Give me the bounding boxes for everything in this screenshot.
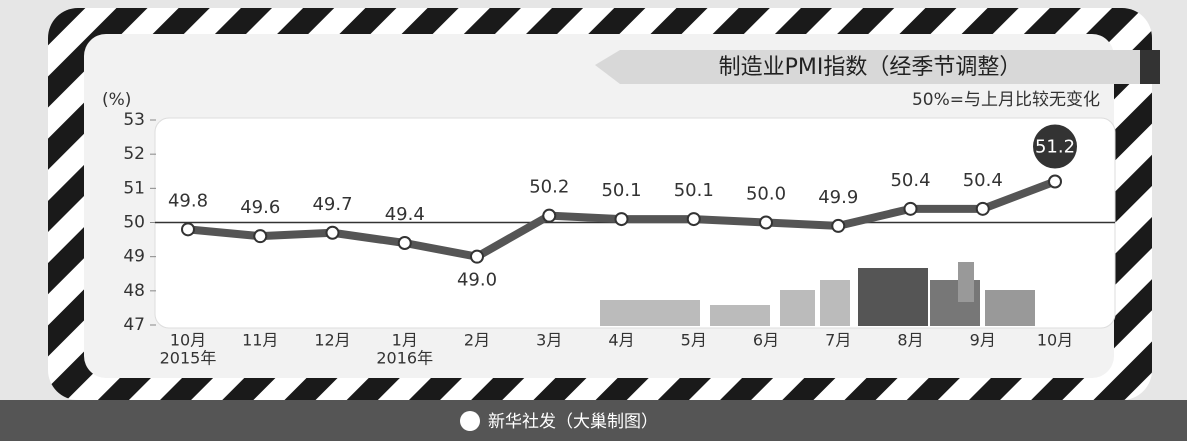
value-label: 50.1 bbox=[674, 180, 714, 201]
x-tick-label: 10月 bbox=[170, 331, 206, 350]
y-tick-label: 48 bbox=[123, 281, 145, 301]
point bbox=[614, 212, 629, 227]
point bbox=[759, 215, 773, 230]
value-label: 49.9 bbox=[818, 187, 858, 208]
factory-decoration bbox=[600, 262, 1035, 326]
footer: 新华社发（大巢制图） bbox=[488, 412, 658, 432]
value-label: 51.2 bbox=[1035, 137, 1075, 158]
title-banner bbox=[595, 50, 1160, 84]
point bbox=[903, 201, 918, 216]
value-label: 49.7 bbox=[312, 194, 352, 215]
point bbox=[470, 249, 484, 264]
y-axis-label: (%) bbox=[102, 90, 131, 110]
x-tick-label: 4月 bbox=[608, 331, 634, 350]
point bbox=[831, 218, 846, 233]
point bbox=[1048, 174, 1062, 189]
value-label: 50.4 bbox=[890, 170, 930, 191]
value-label: 50.1 bbox=[601, 180, 641, 201]
y-tick-label: 49 bbox=[123, 247, 145, 267]
chart-title: 制造业PMI指数（经季节调整） bbox=[719, 55, 1022, 80]
x-tick-label: 2月 bbox=[464, 331, 490, 350]
value-label: 50.0 bbox=[746, 184, 786, 205]
x-tick-label: 10月 bbox=[1037, 331, 1073, 350]
logo bbox=[460, 411, 480, 431]
banner-edge bbox=[1140, 50, 1160, 84]
x-tick-label: 6月 bbox=[753, 331, 779, 350]
point bbox=[686, 212, 701, 227]
point bbox=[397, 236, 412, 250]
value-label: 49.6 bbox=[240, 197, 280, 218]
value-label: 49.8 bbox=[168, 190, 208, 211]
value-label: 49.4 bbox=[385, 204, 425, 225]
x-year-label: 2015年 bbox=[160, 349, 217, 368]
y-tick-label: 51 bbox=[123, 178, 145, 198]
value-label: 49.0 bbox=[457, 270, 497, 291]
x-year-label: 2016年 bbox=[376, 349, 433, 368]
point bbox=[975, 201, 990, 216]
y-tick-label: 53 bbox=[123, 110, 145, 130]
y-tick-label: 52 bbox=[123, 144, 145, 164]
point bbox=[325, 225, 340, 240]
annotation: 50%=与上月比较无变化 bbox=[912, 90, 1100, 110]
y-tick-label: 50 bbox=[123, 213, 145, 233]
x-tick-label: 11月 bbox=[242, 331, 278, 350]
footer-band bbox=[0, 400, 1187, 441]
point bbox=[542, 208, 557, 223]
point bbox=[181, 222, 195, 237]
x-tick-label: 5月 bbox=[681, 331, 707, 350]
value-label: 50.2 bbox=[529, 177, 569, 198]
x-tick-label: 12月 bbox=[314, 331, 350, 350]
x-tick-label: 8月 bbox=[897, 331, 923, 350]
y-tick-label: 47 bbox=[123, 315, 145, 335]
x-tick-label: 1月 bbox=[392, 331, 418, 350]
point bbox=[253, 229, 268, 244]
highlight-bubble bbox=[1033, 124, 1077, 169]
x-tick-label: 3月 bbox=[536, 331, 562, 350]
x-tick-label: 7月 bbox=[825, 331, 851, 350]
value-label: 50.4 bbox=[963, 170, 1003, 191]
x-tick-label: 9月 bbox=[970, 331, 996, 350]
